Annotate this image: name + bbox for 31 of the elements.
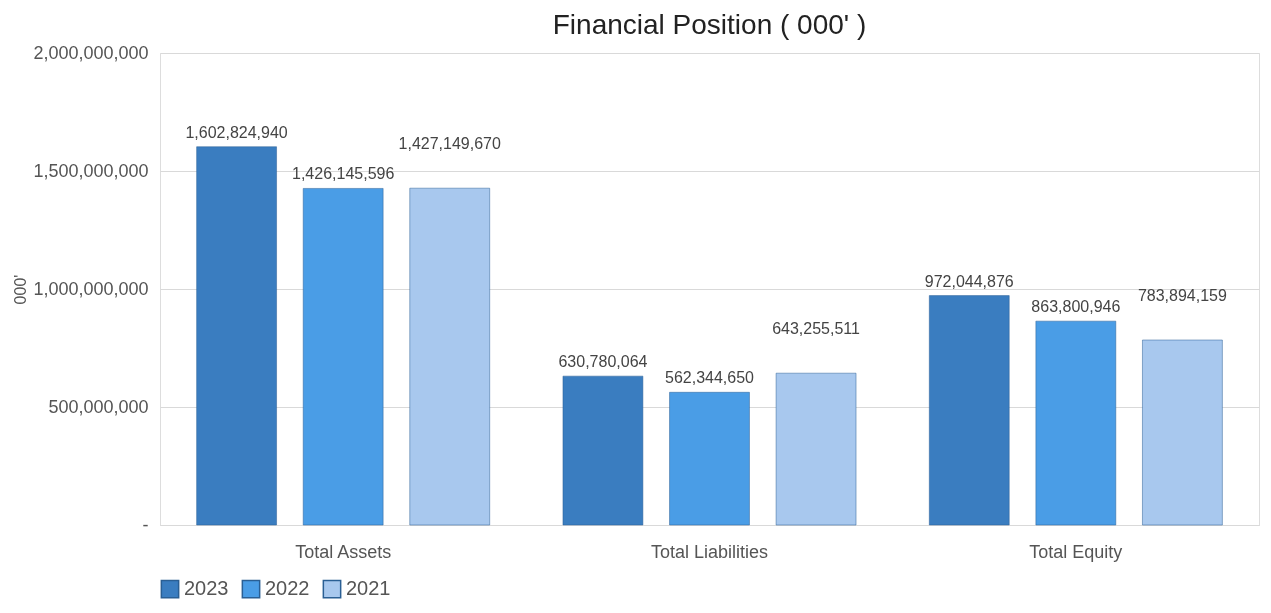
- x-tick-label: Total Equity: [1029, 541, 1123, 562]
- bar: [562, 375, 644, 526]
- chart-title: Financial Position ( 000' ): [552, 9, 867, 40]
- data-label: 1,427,149,670: [398, 135, 501, 153]
- data-label: 1,426,145,596: [292, 165, 395, 183]
- data-label: 1,602,824,940: [185, 123, 288, 141]
- bar: [196, 146, 277, 526]
- bar: [1142, 339, 1223, 526]
- bar: [929, 295, 1010, 526]
- bar: [1035, 320, 1117, 526]
- legend-label: 2021: [346, 577, 391, 600]
- data-label: 863,800,946: [1031, 298, 1121, 316]
- x-tick-label: Total Liabilities: [650, 541, 769, 562]
- data-label: 643,255,511: [772, 320, 861, 338]
- y-tick-label: 500,000,000: [48, 396, 149, 417]
- bar: [669, 392, 750, 526]
- y-tick-label: -: [142, 514, 149, 535]
- data-label: 783,894,159: [1137, 287, 1227, 304]
- y-axis-title: 000': [12, 274, 30, 305]
- data-label: 630,780,064: [558, 353, 648, 371]
- bar: [409, 187, 490, 526]
- legend-label: 2023: [184, 577, 229, 600]
- x-tick-label: Total Assets: [295, 541, 392, 562]
- y-tick-label: 1,000,000,000: [33, 278, 149, 299]
- legend-label: 2022: [265, 577, 310, 600]
- bar: [775, 372, 857, 526]
- y-tick-label: 1,500,000,000: [33, 160, 149, 181]
- bar: [302, 188, 384, 526]
- data-label: 972,044,876: [924, 272, 1014, 290]
- data-label: 562,344,650: [665, 369, 755, 387]
- y-tick-label: 2,000,000,000: [33, 42, 149, 63]
